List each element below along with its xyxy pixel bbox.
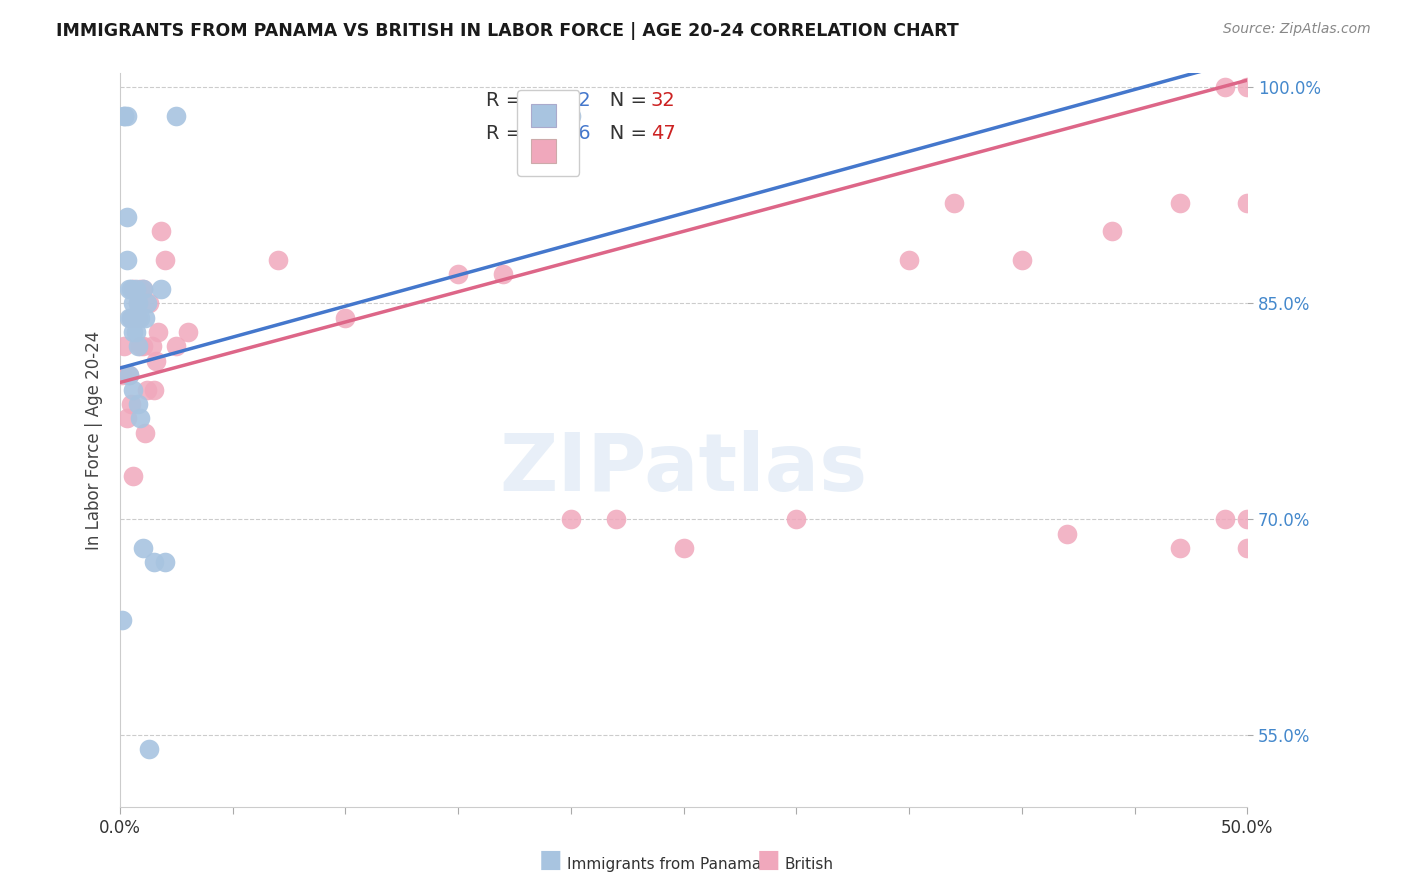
Text: ■: ■ [756, 848, 780, 872]
Text: Immigrants from Panama: Immigrants from Panama [567, 857, 761, 872]
Point [898, 253, 921, 268]
Point [537, 109, 560, 123]
Point [118, 310, 141, 325]
Text: 47: 47 [651, 124, 676, 144]
Point [120, 397, 142, 411]
Point [1168, 541, 1191, 555]
Point [118, 282, 141, 296]
Y-axis label: In Labor Force | Age 20-24: In Labor Force | Age 20-24 [86, 330, 103, 549]
Text: IMMIGRANTS FROM PANAMA VS BRITISH IN LABOR FORCE | AGE 20-24 CORRELATION CHART: IMMIGRANTS FROM PANAMA VS BRITISH IN LAB… [56, 22, 959, 40]
Point [176, 325, 198, 339]
Point [672, 541, 695, 555]
Point [1236, 80, 1258, 95]
Point [153, 555, 176, 569]
Point [134, 310, 156, 325]
Text: 32: 32 [651, 91, 676, 111]
Point [115, 210, 138, 224]
Point [114, 109, 136, 123]
Point [129, 282, 152, 296]
Point [122, 383, 145, 397]
Point [165, 109, 187, 123]
Point [125, 325, 148, 339]
Point [138, 742, 160, 756]
Point [118, 368, 141, 383]
Point [120, 282, 142, 296]
Point [943, 195, 966, 210]
Point [111, 368, 134, 383]
Point [136, 383, 159, 397]
Point [142, 555, 165, 569]
Point [267, 253, 290, 268]
Text: R =: R = [486, 124, 529, 144]
Point [122, 469, 145, 483]
Point [1236, 195, 1258, 210]
Point [134, 425, 156, 440]
Point [1168, 195, 1191, 210]
Point [560, 512, 582, 526]
Point [114, 109, 136, 123]
Point [335, 310, 357, 325]
Text: N =: N = [591, 91, 654, 111]
Point [129, 339, 152, 353]
Point [1213, 512, 1236, 526]
Point [142, 383, 165, 397]
Point [1056, 526, 1078, 541]
Point [127, 339, 149, 353]
Point [492, 268, 515, 282]
Point [141, 339, 163, 353]
Point [131, 282, 153, 296]
Point [125, 282, 148, 296]
Point [1101, 224, 1123, 238]
Text: 0.522: 0.522 [536, 91, 592, 111]
Point [120, 310, 142, 325]
Point [785, 512, 807, 526]
Point [129, 411, 152, 425]
Text: ZIPatlas: ZIPatlas [499, 430, 868, 508]
Point [127, 397, 149, 411]
Point [447, 268, 470, 282]
Point [115, 253, 138, 268]
Point [1236, 541, 1258, 555]
Point [1011, 253, 1033, 268]
Point [129, 310, 152, 325]
Point [1236, 512, 1258, 526]
Text: R =: R = [486, 91, 529, 111]
Point [127, 310, 149, 325]
Point [114, 339, 136, 353]
Point [120, 310, 142, 325]
Point [149, 224, 172, 238]
Point [560, 109, 582, 123]
Text: Source: ZipAtlas.com: Source: ZipAtlas.com [1223, 22, 1371, 37]
Point [111, 613, 134, 627]
Point [122, 296, 145, 310]
Point [127, 296, 149, 310]
Text: 0.426: 0.426 [536, 124, 592, 144]
Point [131, 339, 153, 353]
Point [1213, 80, 1236, 95]
Point [153, 253, 176, 268]
Legend: , : , [517, 90, 579, 177]
Point [605, 512, 627, 526]
Point [148, 325, 170, 339]
Point [122, 325, 145, 339]
Point [127, 296, 149, 310]
Point [131, 282, 153, 296]
Point [138, 296, 160, 310]
Point [115, 411, 138, 425]
Point [136, 296, 159, 310]
Point [115, 109, 138, 123]
Point [131, 541, 153, 555]
Point [145, 354, 167, 368]
Text: ■: ■ [538, 848, 562, 872]
Text: British: British [785, 857, 834, 872]
Point [125, 310, 148, 325]
Point [122, 282, 145, 296]
Point [118, 368, 141, 383]
Text: N =: N = [591, 124, 654, 144]
Point [149, 282, 172, 296]
Point [165, 339, 187, 353]
